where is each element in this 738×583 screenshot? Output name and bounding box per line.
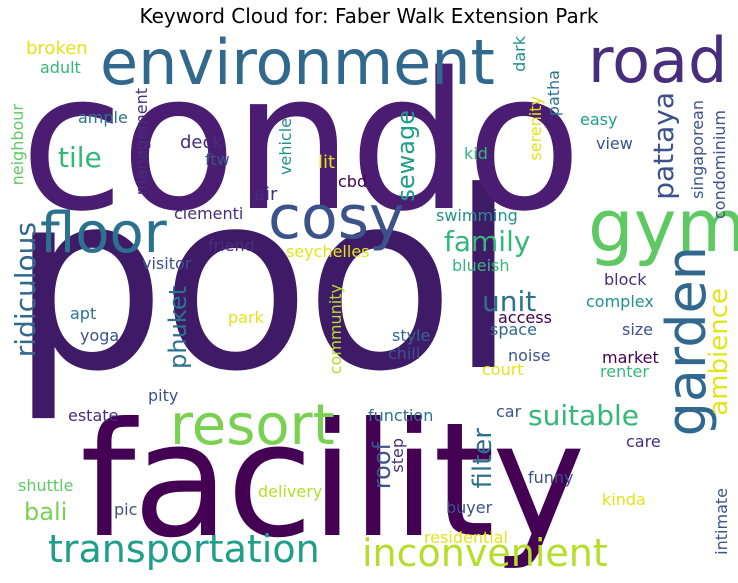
word-filter: filter bbox=[468, 428, 498, 489]
word-funny: funny bbox=[528, 468, 574, 487]
word-pity: pity bbox=[148, 386, 179, 405]
word-space: space bbox=[490, 320, 537, 339]
word-transportation: transportation bbox=[48, 527, 320, 571]
word-condo: condo bbox=[20, 32, 582, 253]
word-care: care bbox=[626, 432, 661, 451]
word-cbd: cbd bbox=[338, 172, 368, 191]
word-sewage: sewage bbox=[392, 110, 420, 202]
word-patha: patha bbox=[544, 70, 563, 117]
word-step: step bbox=[388, 438, 407, 473]
word-noise: noise bbox=[508, 346, 551, 365]
word-singaporean: singaporean bbox=[688, 100, 707, 199]
word-ambience: ambience bbox=[704, 288, 734, 416]
word-air: air bbox=[254, 184, 278, 205]
word-apt: apt bbox=[70, 304, 97, 323]
word-chill: chill bbox=[388, 344, 421, 363]
word-market: market bbox=[602, 348, 659, 367]
word-lit: lit bbox=[318, 152, 336, 173]
word-vehicle: vehicle bbox=[276, 118, 295, 175]
word-neighbour: neighbour bbox=[8, 104, 27, 186]
word-pool: pool bbox=[10, 140, 518, 426]
word-court: court bbox=[482, 360, 524, 379]
word-intimate: intimate bbox=[712, 488, 731, 555]
word-park: park bbox=[228, 308, 264, 327]
word-floor: floor bbox=[40, 201, 167, 266]
word-seychelles: seychelles bbox=[286, 242, 370, 261]
word-ample: ample bbox=[78, 108, 128, 127]
word-residential: residential bbox=[424, 528, 508, 547]
word-delivery: delivery bbox=[258, 482, 323, 501]
word-management: management bbox=[132, 88, 151, 196]
word-ridiculous: ridiculous bbox=[9, 222, 42, 358]
word-visitor: visitor bbox=[142, 254, 192, 273]
word-size: size bbox=[622, 320, 654, 339]
word-gym: gym bbox=[588, 184, 738, 268]
word-easy: easy bbox=[580, 110, 618, 129]
word-shuttle: shuttle bbox=[18, 476, 74, 495]
word-road: road bbox=[588, 24, 728, 97]
word-kid: kid bbox=[464, 144, 488, 163]
word-resort: resort bbox=[170, 393, 335, 458]
word-phuket: phuket bbox=[164, 286, 192, 369]
word-friend: friend bbox=[208, 236, 255, 255]
word-condominium: condominium bbox=[710, 110, 729, 220]
word-renter: renter bbox=[600, 362, 649, 381]
word-community: community bbox=[326, 284, 345, 375]
word-car: car bbox=[496, 402, 522, 421]
word-access: access bbox=[498, 308, 552, 327]
word-family: family bbox=[444, 225, 531, 258]
word-style: style bbox=[392, 326, 431, 345]
word-broken: broken bbox=[26, 38, 88, 59]
word-pattaya: pattaya bbox=[647, 92, 680, 200]
word-function: function bbox=[368, 406, 434, 425]
word-inconvenient: inconvenient bbox=[362, 531, 608, 575]
word-pic: pic bbox=[114, 500, 138, 519]
word-deck: deck bbox=[180, 132, 223, 153]
word-blueish: blueish bbox=[452, 256, 510, 275]
word-swimming: swimming bbox=[436, 206, 518, 225]
word-unit: unit bbox=[482, 285, 537, 318]
word-environment: environment bbox=[100, 26, 495, 99]
word-cosy: cosy bbox=[268, 183, 405, 253]
word-buyer: buyer bbox=[446, 498, 493, 517]
word-kinda: kinda bbox=[602, 490, 646, 509]
word-view: view bbox=[596, 134, 633, 153]
word-serenity: serenity bbox=[526, 96, 545, 161]
word-dark: dark bbox=[510, 36, 529, 72]
word-suitable: suitable bbox=[528, 399, 640, 432]
word-yoga: yoga bbox=[80, 326, 120, 345]
word-facility: facility bbox=[80, 389, 585, 573]
page-title: Keyword Cloud for: Faber Walk Extension … bbox=[139, 4, 599, 28]
word-clementi: clementi bbox=[174, 204, 244, 223]
word-complex: complex bbox=[586, 292, 654, 311]
word-bali: bali bbox=[24, 498, 68, 526]
word-tile: tile bbox=[58, 141, 102, 174]
word-ftw: ftw bbox=[205, 150, 230, 169]
word-block: block bbox=[604, 270, 647, 289]
word-estate: estate bbox=[68, 406, 119, 425]
word-adult: adult bbox=[40, 58, 81, 77]
